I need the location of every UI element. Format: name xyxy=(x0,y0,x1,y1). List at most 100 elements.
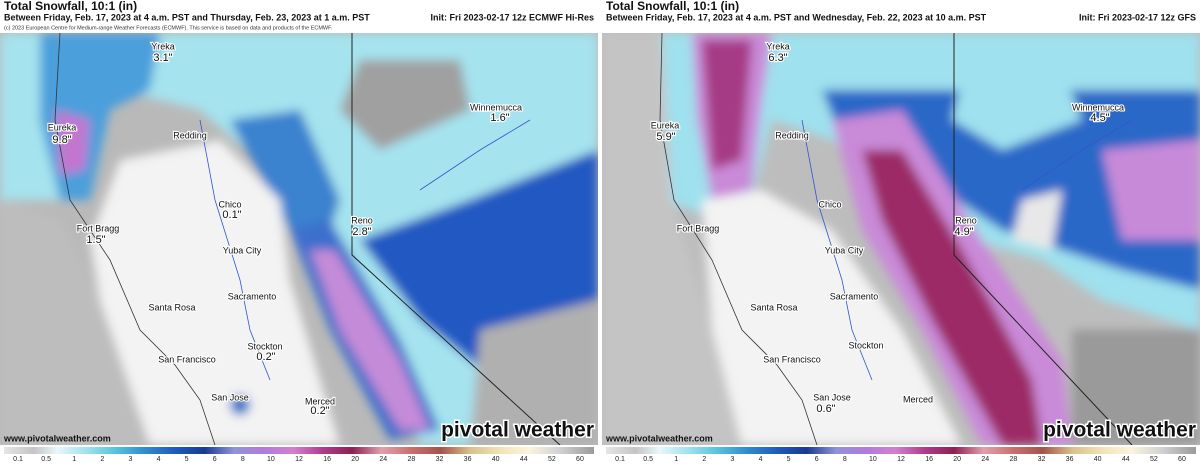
city-name: San Francisco xyxy=(763,354,821,364)
city-name: Merced xyxy=(903,394,933,404)
colorbar-tick-label: 3 xyxy=(128,456,132,463)
city-amount: 9.8" xyxy=(52,134,71,146)
colorbar-tick-label: 28 xyxy=(1009,456,1017,463)
city-amount: 6.3" xyxy=(768,52,787,64)
init: Init: Fri 2023-02-17 12z GFS xyxy=(1079,12,1196,22)
city-amount: 3.1" xyxy=(153,52,172,64)
city-name: Fort Bragg xyxy=(677,223,720,233)
city-amount: 2.8" xyxy=(352,226,371,238)
website: www.pivotalweather.com xyxy=(605,433,713,443)
city-amount: 1.5" xyxy=(86,234,105,246)
city-name: Redding xyxy=(775,130,809,140)
colorbar-tick-label: 32 xyxy=(1038,456,1046,463)
logo: pivotal weather xyxy=(1043,419,1196,442)
colorbar-tick-label: 0.1 xyxy=(615,456,625,463)
city-amount: 0.2" xyxy=(256,351,275,363)
title: Total Snowfall, 10:1 (in) xyxy=(606,0,739,13)
city-name: Winnemucca xyxy=(1072,102,1124,112)
city-name: Stockton xyxy=(848,340,883,350)
colorbar-tick-label: 1 xyxy=(674,456,678,463)
city-amount: 0.1" xyxy=(222,209,241,221)
init: Init: Fri 2023-02-17 12z ECMWF Hi-Res xyxy=(430,12,594,22)
city-name: Santa Rosa xyxy=(750,302,797,312)
colorbar-tick-label: 44 xyxy=(1122,456,1130,463)
colorbar-tick-label: 5 xyxy=(787,456,791,463)
city-amount: 5.9" xyxy=(656,131,675,143)
website: www.pivotalweather.com xyxy=(3,433,111,443)
colorbar-tick-label: 16 xyxy=(323,456,331,463)
colorbar-tick-label: 52 xyxy=(1150,456,1158,463)
city-name: Eureka xyxy=(48,122,77,132)
city-name: Sacramento xyxy=(830,291,879,301)
colorbar-tick-label: 24 xyxy=(379,456,387,463)
colorbar-tick-label: 16 xyxy=(925,456,933,463)
city-amount: 4.9" xyxy=(954,226,973,238)
colorbar-tick-label: 36 xyxy=(464,456,472,463)
colorbar-tick-label: 6 xyxy=(213,456,217,463)
city-name: San Francisco xyxy=(158,354,216,364)
colorbar-tick-label: 24 xyxy=(981,456,989,463)
colorbar-tick-label: 4 xyxy=(759,456,763,463)
city-name: Merced xyxy=(305,396,335,406)
colorbar-tick-label: 60 xyxy=(576,456,584,463)
city-name: Redding xyxy=(173,130,207,140)
city-name: Chico xyxy=(818,199,841,209)
colorbar-tick-label: 0.5 xyxy=(41,456,51,463)
colorbar-tick-label: 52 xyxy=(548,456,556,463)
city-name: San Jose xyxy=(813,392,851,402)
city-name: Yuba City xyxy=(223,245,262,255)
colorbar-tick-label: 2 xyxy=(100,456,104,463)
city-amount: 0.2" xyxy=(310,405,329,417)
period: Between Friday, Feb. 17, 2023 at 4 a.m. … xyxy=(606,12,987,22)
city-name: Reno xyxy=(351,215,373,225)
colorbar-tick-label: 28 xyxy=(407,456,415,463)
city-name: Reno xyxy=(955,215,977,225)
city-name: Yreka xyxy=(151,41,175,51)
credit: (c) 2023 European Centre for Medium-rang… xyxy=(4,25,333,31)
colorbar-tick-label: 20 xyxy=(351,456,359,463)
panel: Total Snowfall, 10:1 (in)Between Friday,… xyxy=(0,0,598,464)
colorbar-tick-label: 2 xyxy=(702,456,706,463)
city-name: Sacramento xyxy=(228,291,277,301)
city-name: Yuba City xyxy=(825,245,864,255)
city-name: Winnemucca xyxy=(470,102,522,112)
city-name: Eureka xyxy=(651,120,680,130)
panel: Total Snowfall, 10:1 (in)Between Friday,… xyxy=(602,0,1200,464)
colorbar-tick-label: 40 xyxy=(1094,456,1102,463)
colorbar-tick-label: 0.1 xyxy=(13,456,23,463)
colorbar-tick-label: 4 xyxy=(157,456,161,463)
colorbar-tick-label: 12 xyxy=(295,456,303,463)
city-amount: 1.6" xyxy=(490,112,509,124)
colorbar-tick-label: 0.5 xyxy=(643,456,653,463)
colorbar-tick-label: 36 xyxy=(1066,456,1074,463)
city-amount: 4.5" xyxy=(1090,112,1109,124)
city-name: Fort Bragg xyxy=(77,223,120,233)
colorbar xyxy=(606,447,1196,454)
colorbar-tick-label: 40 xyxy=(492,456,500,463)
city-name: San Jose xyxy=(211,392,249,402)
city-amount: 0.6" xyxy=(816,403,835,415)
colorbar-tick-label: 60 xyxy=(1178,456,1186,463)
colorbar xyxy=(4,447,594,454)
city-name: Yreka xyxy=(766,41,790,51)
colorbar-tick-label: 10 xyxy=(267,456,275,463)
colorbar-tick-label: 1 xyxy=(72,456,76,463)
map xyxy=(0,33,598,445)
colorbar-tick-label: 5 xyxy=(185,456,189,463)
colorbar-tick-label: 3 xyxy=(730,456,734,463)
map xyxy=(602,33,1200,445)
period: Between Friday, Feb. 17, 2023 at 4 a.m. … xyxy=(4,12,370,22)
colorbar-tick-label: 32 xyxy=(436,456,444,463)
colorbar-tick-label: 6 xyxy=(815,456,819,463)
colorbar-tick-label: 10 xyxy=(869,456,877,463)
logo: pivotal weather xyxy=(441,419,594,442)
colorbar-tick-label: 8 xyxy=(241,456,245,463)
city-name: Chico xyxy=(218,199,241,209)
colorbar-tick-label: 8 xyxy=(843,456,847,463)
city-name: Santa Rosa xyxy=(148,302,195,312)
city-name: Stockton xyxy=(247,341,282,351)
colorbar-tick-label: 20 xyxy=(953,456,961,463)
colorbar-tick-label: 44 xyxy=(520,456,528,463)
title: Total Snowfall, 10:1 (in) xyxy=(4,0,137,13)
